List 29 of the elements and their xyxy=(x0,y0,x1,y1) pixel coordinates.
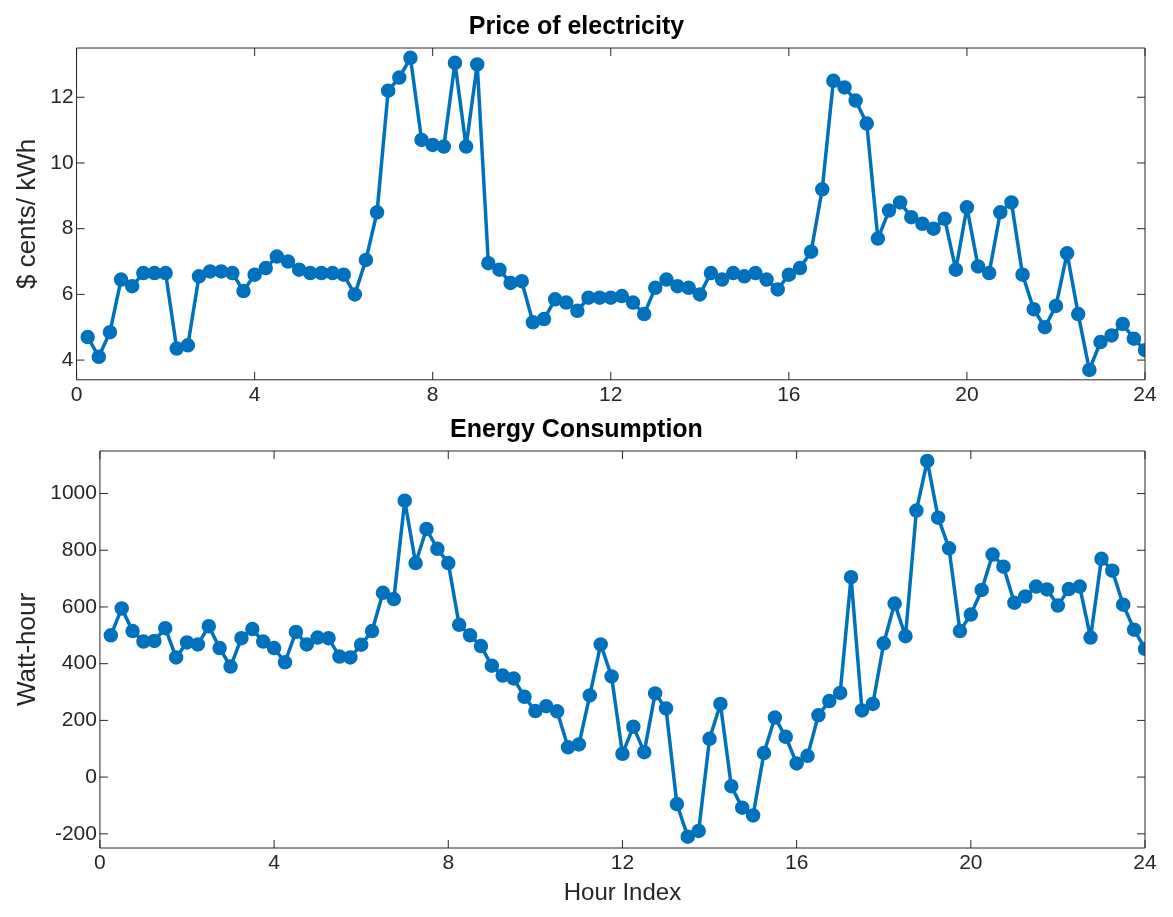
x-tick-label: 12 xyxy=(610,850,635,874)
y-tick-label: 800 xyxy=(61,537,97,561)
y-tick-label: 0 xyxy=(85,763,97,787)
y-tick-label: 4 xyxy=(61,346,74,370)
x-tick-label: 16 xyxy=(784,850,809,874)
x-tick-label: 8 xyxy=(426,382,439,406)
x-tick-label: 16 xyxy=(777,382,801,406)
y-tick-label: 400 xyxy=(61,650,97,674)
x-tick-label: 4 xyxy=(268,850,281,874)
y-tick-label: 6 xyxy=(61,281,74,305)
y-tick-label: 200 xyxy=(61,707,97,731)
y-tick-label: 1000 xyxy=(50,480,97,504)
y-tick-label: 10 xyxy=(50,149,74,173)
x-tick-label: 24 xyxy=(1133,382,1157,406)
y-axis-title: Watt-hour xyxy=(10,592,41,707)
chart-title: Price of electricity xyxy=(468,10,685,39)
x-tick-label: 20 xyxy=(959,850,983,874)
y-tick-label: -200 xyxy=(54,820,97,844)
x-tick-label: 24 xyxy=(1133,850,1157,874)
x-tick-label: 8 xyxy=(442,850,455,874)
y-tick-label: 8 xyxy=(61,215,74,239)
y-axis-title: $ cents/ kWh xyxy=(10,138,41,290)
y-tick-label: 12 xyxy=(50,84,74,108)
x-axis-title: Hour Index xyxy=(563,878,682,906)
y-tick-label: 600 xyxy=(61,593,97,617)
x-tick-label: 20 xyxy=(955,382,979,406)
x-tick-label: 4 xyxy=(248,382,261,406)
x-tick-label: 12 xyxy=(599,382,623,406)
chart-title: Energy Consumption xyxy=(450,413,703,442)
